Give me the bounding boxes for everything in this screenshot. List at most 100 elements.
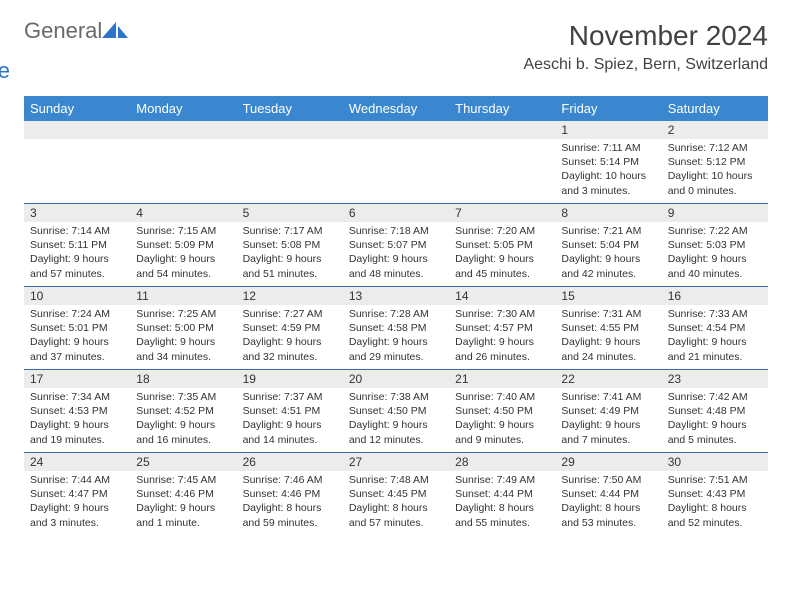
sunrise-text: Sunrise: 7:45 AM — [136, 473, 230, 487]
daylight-text: Daylight: 9 hours and 16 minutes. — [136, 418, 230, 446]
day-number: 2 — [662, 121, 768, 139]
day-number: 20 — [343, 370, 449, 388]
day-number — [449, 121, 555, 139]
day-body: Sunrise: 7:25 AMSunset: 5:00 PMDaylight:… — [130, 305, 236, 368]
daylight-text: Daylight: 8 hours and 59 minutes. — [243, 501, 337, 529]
day-number: 5 — [237, 204, 343, 222]
daylight-text: Daylight: 9 hours and 21 minutes. — [668, 335, 762, 363]
sunrise-text: Sunrise: 7:22 AM — [668, 224, 762, 238]
day-cell: 13Sunrise: 7:28 AMSunset: 4:58 PMDayligh… — [343, 287, 449, 369]
day-body: Sunrise: 7:37 AMSunset: 4:51 PMDaylight:… — [237, 388, 343, 451]
day-cell: 9Sunrise: 7:22 AMSunset: 5:03 PMDaylight… — [662, 204, 768, 286]
day-body: Sunrise: 7:40 AMSunset: 4:50 PMDaylight:… — [449, 388, 555, 451]
sunset-text: Sunset: 4:47 PM — [30, 487, 124, 501]
weekday-label: Sunday — [24, 96, 130, 121]
day-body: Sunrise: 7:41 AMSunset: 4:49 PMDaylight:… — [555, 388, 661, 451]
sunset-text: Sunset: 5:01 PM — [30, 321, 124, 335]
day-cell: 4Sunrise: 7:15 AMSunset: 5:09 PMDaylight… — [130, 204, 236, 286]
daylight-text: Daylight: 9 hours and 40 minutes. — [668, 252, 762, 280]
day-cell: 20Sunrise: 7:38 AMSunset: 4:50 PMDayligh… — [343, 370, 449, 452]
day-number: 21 — [449, 370, 555, 388]
day-number: 29 — [555, 453, 661, 471]
daylight-text: Daylight: 9 hours and 26 minutes. — [455, 335, 549, 363]
sunrise-text: Sunrise: 7:20 AM — [455, 224, 549, 238]
sunset-text: Sunset: 5:07 PM — [349, 238, 443, 252]
title-block: November 2024 Aeschi b. Spiez, Bern, Swi… — [523, 20, 768, 74]
day-number: 18 — [130, 370, 236, 388]
day-cell: 6Sunrise: 7:18 AMSunset: 5:07 PMDaylight… — [343, 204, 449, 286]
weekday-label: Tuesday — [237, 96, 343, 121]
day-cell: 5Sunrise: 7:17 AMSunset: 5:08 PMDaylight… — [237, 204, 343, 286]
daylight-text: Daylight: 9 hours and 7 minutes. — [561, 418, 655, 446]
sunset-text: Sunset: 5:00 PM — [136, 321, 230, 335]
sunset-text: Sunset: 4:59 PM — [243, 321, 337, 335]
day-cell: 30Sunrise: 7:51 AMSunset: 4:43 PMDayligh… — [662, 453, 768, 535]
day-cell: 22Sunrise: 7:41 AMSunset: 4:49 PMDayligh… — [555, 370, 661, 452]
day-body — [24, 139, 130, 145]
weekday-label: Monday — [130, 96, 236, 121]
location: Aeschi b. Spiez, Bern, Switzerland — [523, 56, 768, 74]
sunset-text: Sunset: 4:58 PM — [349, 321, 443, 335]
sail-icon — [102, 22, 130, 40]
daylight-text: Daylight: 8 hours and 53 minutes. — [561, 501, 655, 529]
calendar-page: General Blue November 2024 Aeschi b. Spi… — [0, 0, 792, 555]
weekday-label: Wednesday — [343, 96, 449, 121]
daylight-text: Daylight: 8 hours and 57 minutes. — [349, 501, 443, 529]
daylight-text: Daylight: 9 hours and 51 minutes. — [243, 252, 337, 280]
day-body — [449, 139, 555, 145]
day-cell: 19Sunrise: 7:37 AMSunset: 4:51 PMDayligh… — [237, 370, 343, 452]
day-cell: 12Sunrise: 7:27 AMSunset: 4:59 PMDayligh… — [237, 287, 343, 369]
day-number: 4 — [130, 204, 236, 222]
sunrise-text: Sunrise: 7:15 AM — [136, 224, 230, 238]
sunrise-text: Sunrise: 7:33 AM — [668, 307, 762, 321]
day-cell — [449, 121, 555, 203]
day-cell: 18Sunrise: 7:35 AMSunset: 4:52 PMDayligh… — [130, 370, 236, 452]
sunset-text: Sunset: 5:03 PM — [668, 238, 762, 252]
day-cell — [130, 121, 236, 203]
sunrise-text: Sunrise: 7:30 AM — [455, 307, 549, 321]
sunset-text: Sunset: 4:46 PM — [243, 487, 337, 501]
sunset-text: Sunset: 5:14 PM — [561, 155, 655, 169]
day-body: Sunrise: 7:34 AMSunset: 4:53 PMDaylight:… — [24, 388, 130, 451]
sunset-text: Sunset: 4:52 PM — [136, 404, 230, 418]
sunset-text: Sunset: 4:55 PM — [561, 321, 655, 335]
sunrise-text: Sunrise: 7:40 AM — [455, 390, 549, 404]
sunrise-text: Sunrise: 7:34 AM — [30, 390, 124, 404]
day-cell: 7Sunrise: 7:20 AMSunset: 5:05 PMDaylight… — [449, 204, 555, 286]
sunrise-text: Sunrise: 7:37 AM — [243, 390, 337, 404]
daylight-text: Daylight: 9 hours and 5 minutes. — [668, 418, 762, 446]
day-cell: 14Sunrise: 7:30 AMSunset: 4:57 PMDayligh… — [449, 287, 555, 369]
day-body — [343, 139, 449, 145]
day-number — [237, 121, 343, 139]
daylight-text: Daylight: 9 hours and 54 minutes. — [136, 252, 230, 280]
day-number — [24, 121, 130, 139]
day-number: 24 — [24, 453, 130, 471]
day-number: 3 — [24, 204, 130, 222]
daylight-text: Daylight: 9 hours and 29 minutes. — [349, 335, 443, 363]
sunrise-text: Sunrise: 7:11 AM — [561, 141, 655, 155]
week-row: 24Sunrise: 7:44 AMSunset: 4:47 PMDayligh… — [24, 452, 768, 535]
day-body: Sunrise: 7:38 AMSunset: 4:50 PMDaylight:… — [343, 388, 449, 451]
sunset-text: Sunset: 4:45 PM — [349, 487, 443, 501]
daylight-text: Daylight: 10 hours and 0 minutes. — [668, 169, 762, 197]
day-number — [343, 121, 449, 139]
sunrise-text: Sunrise: 7:25 AM — [136, 307, 230, 321]
daylight-text: Daylight: 9 hours and 42 minutes. — [561, 252, 655, 280]
sunset-text: Sunset: 4:51 PM — [243, 404, 337, 418]
daylight-text: Daylight: 10 hours and 3 minutes. — [561, 169, 655, 197]
sunrise-text: Sunrise: 7:51 AM — [668, 473, 762, 487]
day-body: Sunrise: 7:46 AMSunset: 4:46 PMDaylight:… — [237, 471, 343, 534]
day-cell: 24Sunrise: 7:44 AMSunset: 4:47 PMDayligh… — [24, 453, 130, 535]
day-cell — [24, 121, 130, 203]
daylight-text: Daylight: 9 hours and 45 minutes. — [455, 252, 549, 280]
day-body: Sunrise: 7:31 AMSunset: 4:55 PMDaylight:… — [555, 305, 661, 368]
day-number: 23 — [662, 370, 768, 388]
daylight-text: Daylight: 9 hours and 34 minutes. — [136, 335, 230, 363]
day-number: 11 — [130, 287, 236, 305]
weekday-label: Thursday — [449, 96, 555, 121]
week-row: 17Sunrise: 7:34 AMSunset: 4:53 PMDayligh… — [24, 369, 768, 452]
day-body: Sunrise: 7:49 AMSunset: 4:44 PMDaylight:… — [449, 471, 555, 534]
sunrise-text: Sunrise: 7:42 AM — [668, 390, 762, 404]
day-body: Sunrise: 7:51 AMSunset: 4:43 PMDaylight:… — [662, 471, 768, 534]
day-body: Sunrise: 7:24 AMSunset: 5:01 PMDaylight:… — [24, 305, 130, 368]
